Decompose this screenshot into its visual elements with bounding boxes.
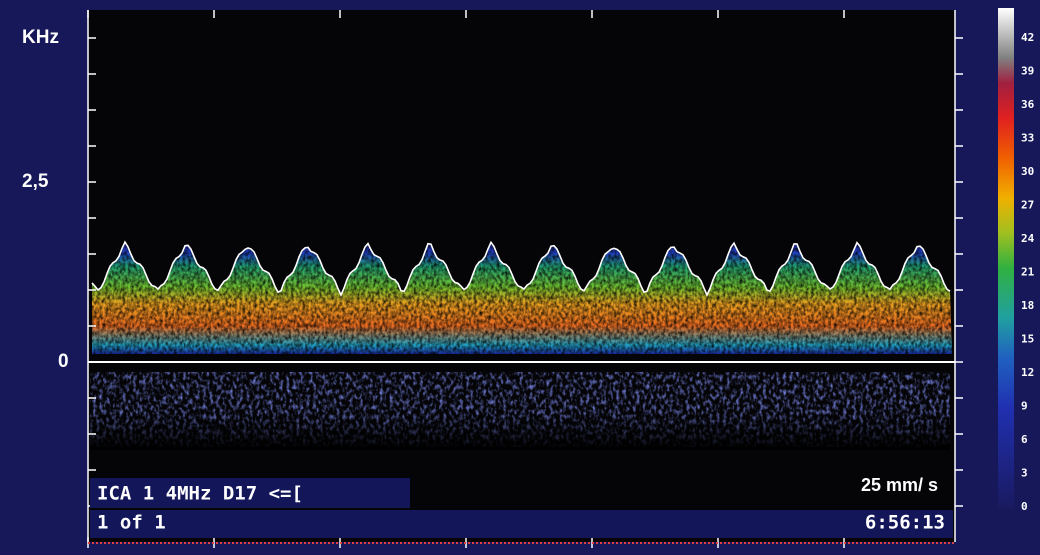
color-scale-label: 39 xyxy=(1021,65,1034,78)
color-scale-label: 0 xyxy=(1021,500,1028,513)
color-bar xyxy=(998,8,1014,508)
time: 6:56:13 xyxy=(865,512,945,534)
plot-area xyxy=(88,10,955,542)
color-scale-label: 3 xyxy=(1021,467,1028,480)
probe-info: ICA 1 4MHz D17 <=[ xyxy=(97,483,303,505)
color-scale-label: 30 xyxy=(1021,165,1034,178)
color-scale-label: 24 xyxy=(1021,232,1035,245)
reverse-fade xyxy=(90,410,950,450)
axis-label: 2,5 xyxy=(22,171,49,192)
color-scale-label: 9 xyxy=(1021,400,1028,413)
info-box xyxy=(90,510,953,538)
axis-label: 0 xyxy=(58,351,69,372)
page-info: 1 of 1 xyxy=(97,512,166,534)
color-scale-label: 18 xyxy=(1021,299,1034,312)
color-scale-label: 21 xyxy=(1021,266,1035,279)
color-scale-label: 6 xyxy=(1021,433,1028,446)
color-scale-label: 36 xyxy=(1021,98,1035,111)
unit-label: KHz xyxy=(22,27,59,48)
color-scale-label: 42 xyxy=(1021,31,1034,44)
color-scale-label: 33 xyxy=(1021,132,1034,145)
color-scale-label: 15 xyxy=(1021,333,1034,346)
doppler-screen: KHz 2,5 0 ICA 1 4MHz D17 <=[ 1 of 1 25 m… xyxy=(0,0,1040,555)
color-scale-label: 27 xyxy=(1021,199,1034,212)
color-scale-label: 12 xyxy=(1021,366,1034,379)
sweep-speed: 25 mm/ s xyxy=(861,475,938,495)
